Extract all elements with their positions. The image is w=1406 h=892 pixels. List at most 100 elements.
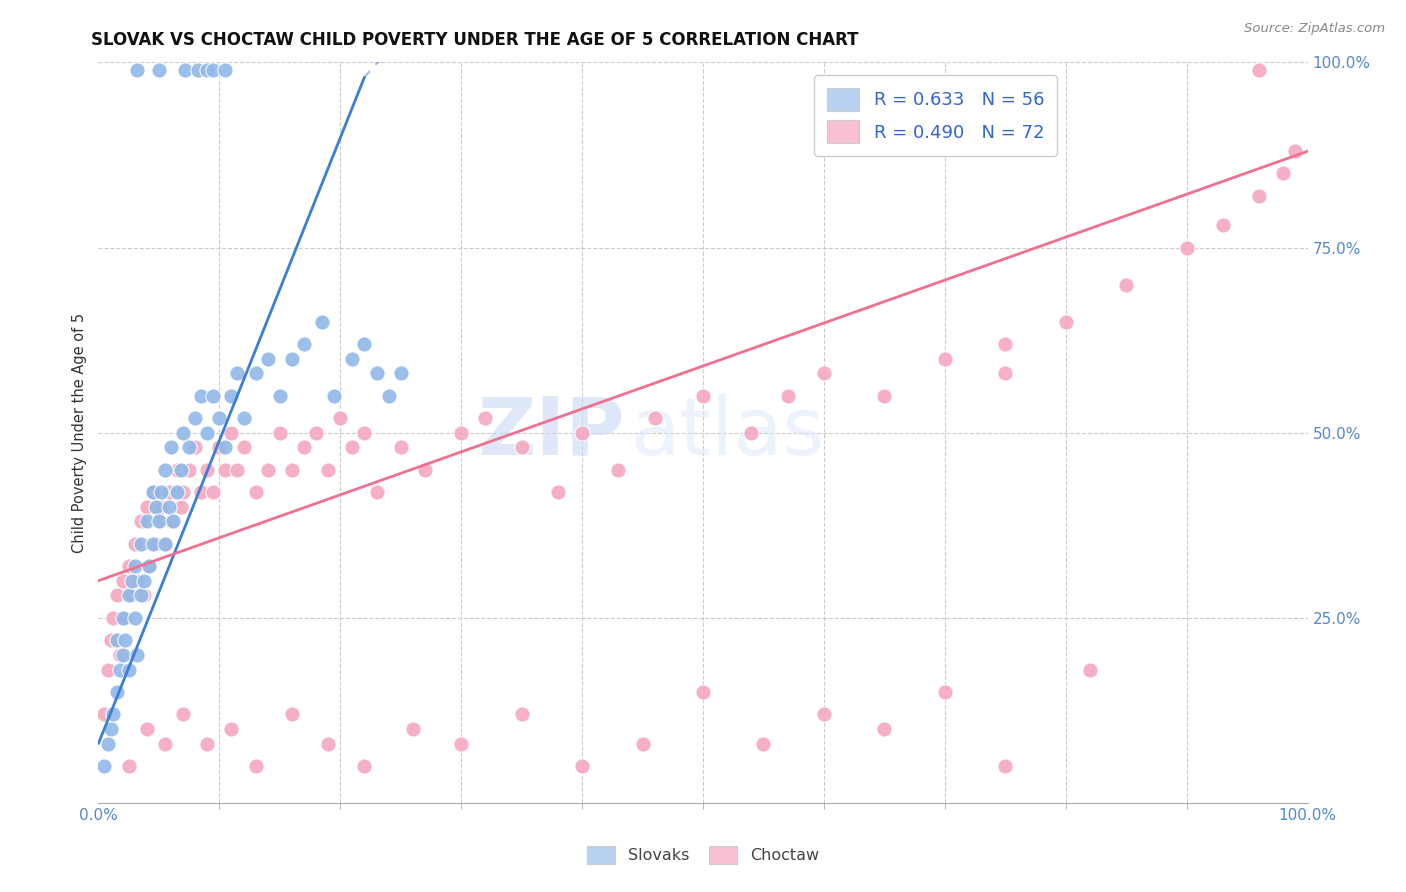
- Point: [187, 62, 209, 77]
- Point: [101, 610, 124, 624]
- Point: [190, 388, 212, 402]
- Point: [108, 663, 131, 677]
- Point: [179, 441, 201, 455]
- Y-axis label: Child Poverty Under the Age of 5: Child Poverty Under the Age of 5: [72, 312, 87, 553]
- Point: [873, 722, 896, 736]
- Point: [127, 574, 149, 588]
- Point: [813, 706, 835, 721]
- Point: [221, 388, 243, 402]
- Point: [316, 737, 339, 751]
- Point: [121, 574, 143, 588]
- Point: [1212, 219, 1234, 233]
- Point: [245, 484, 267, 499]
- Legend: R = 0.633   N = 56, R = 0.490   N = 72: R = 0.633 N = 56, R = 0.490 N = 72: [814, 75, 1057, 156]
- Point: [162, 515, 184, 529]
- Point: [195, 462, 218, 476]
- Point: [108, 648, 131, 662]
- Point: [195, 737, 218, 751]
- Point: [644, 410, 666, 425]
- Point: [145, 500, 167, 514]
- Point: [1249, 188, 1271, 202]
- Point: [226, 367, 249, 381]
- Point: [142, 536, 165, 550]
- Point: [269, 388, 291, 402]
- Point: [934, 351, 956, 366]
- Point: [316, 462, 339, 476]
- Point: [256, 462, 278, 476]
- Point: [127, 648, 149, 662]
- Point: [195, 425, 218, 440]
- Point: [994, 758, 1017, 772]
- Point: [1272, 166, 1295, 180]
- Point: [631, 737, 654, 751]
- Text: ZIP: ZIP: [477, 393, 624, 472]
- Point: [256, 351, 278, 366]
- Point: [571, 425, 593, 440]
- Point: [118, 758, 141, 772]
- Point: [873, 388, 896, 402]
- Point: [208, 441, 231, 455]
- Point: [148, 62, 170, 77]
- Point: [353, 336, 375, 351]
- Point: [342, 351, 364, 366]
- Point: [994, 336, 1017, 351]
- Point: [179, 462, 201, 476]
- Point: [366, 484, 388, 499]
- Point: [1249, 62, 1271, 77]
- Point: [353, 425, 375, 440]
- Point: [292, 336, 315, 351]
- Point: [450, 425, 472, 440]
- Point: [160, 515, 183, 529]
- Point: [135, 515, 157, 529]
- Point: [124, 536, 146, 550]
- Point: [172, 425, 194, 440]
- Point: [474, 410, 496, 425]
- Point: [166, 462, 188, 476]
- Point: [752, 737, 775, 751]
- Point: [342, 441, 364, 455]
- Point: [150, 500, 173, 514]
- Point: [692, 388, 714, 402]
- Point: [776, 388, 799, 402]
- Point: [245, 758, 267, 772]
- Point: [142, 484, 165, 499]
- Point: [202, 484, 225, 499]
- Point: [190, 484, 212, 499]
- Point: [323, 388, 346, 402]
- Point: [232, 441, 254, 455]
- Point: [208, 410, 231, 425]
- Point: [127, 62, 149, 77]
- Point: [607, 462, 630, 476]
- Point: [100, 632, 122, 647]
- Point: [145, 536, 167, 550]
- Point: [221, 425, 243, 440]
- Point: [153, 462, 176, 476]
- Point: [138, 558, 160, 573]
- Point: [172, 484, 194, 499]
- Point: [111, 648, 134, 662]
- Point: [214, 462, 236, 476]
- Point: [97, 737, 120, 751]
- Point: [129, 589, 152, 603]
- Point: [221, 722, 243, 736]
- Text: atlas: atlas: [630, 393, 825, 472]
- Point: [292, 441, 315, 455]
- Point: [389, 441, 412, 455]
- Point: [377, 388, 399, 402]
- Point: [311, 314, 333, 328]
- Point: [172, 706, 194, 721]
- Point: [1054, 314, 1077, 328]
- Point: [305, 425, 328, 440]
- Point: [184, 441, 207, 455]
- Point: [166, 484, 188, 499]
- Point: [214, 62, 236, 77]
- Point: [245, 367, 267, 381]
- Point: [129, 515, 152, 529]
- Point: [101, 706, 124, 721]
- Point: [111, 610, 134, 624]
- Point: [413, 462, 436, 476]
- Point: [329, 410, 352, 425]
- Point: [450, 737, 472, 751]
- Point: [148, 515, 170, 529]
- Point: [153, 536, 176, 550]
